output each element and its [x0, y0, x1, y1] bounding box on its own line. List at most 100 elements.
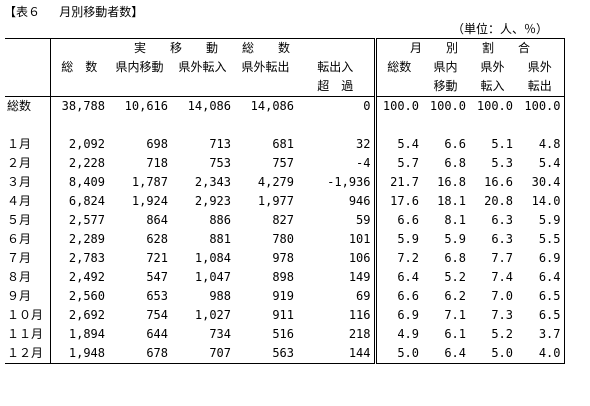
header-row-1: 総 数 県内移動 県外転入 県外転出 転出入 総数 県内 県外 県外	[5, 58, 565, 77]
table-cell: 5.2	[491, 327, 513, 341]
unit-note: （単位：人、％）	[452, 22, 549, 36]
table-cell: 718	[146, 156, 168, 170]
spacer-cell	[297, 116, 375, 135]
table-cell: 5.4	[373, 135, 422, 154]
table-cell: 6.5	[516, 306, 565, 325]
table-cell: 698	[146, 137, 168, 151]
month-row: ３月 8,409 1,787 2,343 4,279 -1,936 21.7 16.8 16.6…	[5, 173, 565, 192]
table-cell: 911	[272, 308, 294, 322]
row-label: １２月	[5, 344, 50, 364]
col-header: 県外	[480, 60, 505, 74]
table-cell: 7.2	[373, 249, 422, 268]
table-cell: 30.4	[516, 173, 565, 192]
table-cell: 2,492	[49, 268, 108, 287]
table-cell: 6.5	[516, 287, 565, 306]
col-header: 県内移動	[115, 60, 164, 74]
table-cell: 8.1	[444, 213, 466, 227]
table-cell: 5.9	[444, 232, 466, 246]
table-cell: 4.0	[516, 344, 565, 364]
col-header: 総数	[373, 58, 422, 77]
table-cell: 5.3	[491, 156, 513, 170]
table-cell: 106	[348, 251, 371, 265]
table-cell: 2,560	[49, 287, 108, 306]
table-cell: 7.7	[491, 251, 513, 265]
table-cell: 100.0	[373, 96, 422, 116]
table-cell: 6.4	[373, 268, 422, 287]
table-cell: 18.1	[437, 194, 466, 208]
month-row: １１月 1,894 644 734 516 218 4.9 6.1 5.2 3.7	[5, 325, 565, 344]
table-cell: 7.3	[491, 308, 513, 322]
table-cell: 59	[356, 213, 371, 227]
table-cell: 101	[348, 232, 371, 246]
col-header: 総 数	[49, 58, 108, 77]
table-cell: 6.9	[373, 306, 422, 325]
table-cell: 681	[272, 137, 294, 151]
table-cell: 547	[146, 270, 168, 284]
table-cell: 898	[272, 270, 294, 284]
table-cell: 2,923	[194, 194, 231, 208]
col-header-sub	[49, 77, 108, 97]
table-cell: 1,894	[49, 325, 108, 344]
col-header-sub	[108, 77, 171, 97]
col-header-sub	[234, 77, 297, 97]
table-cell: 7.0	[491, 289, 513, 303]
table-cell: 757	[272, 156, 294, 170]
table-cell: 881	[209, 232, 231, 246]
table-cell: 149	[348, 270, 371, 284]
row-label: ９月	[7, 289, 32, 303]
table-cell: 6.9	[516, 249, 565, 268]
col-header: 県内	[433, 60, 458, 74]
row-label: ４月	[7, 194, 32, 208]
table-cell: 5.2	[444, 270, 466, 284]
spacer-cell	[5, 116, 50, 135]
table-cell: 38,788	[49, 96, 108, 116]
table-cell: 5.7	[373, 154, 422, 173]
table-cell: 5.0	[469, 344, 516, 364]
table-cell: 7.1	[444, 308, 466, 322]
table-cell: 20.8	[484, 194, 513, 208]
table-cell: 16.8	[437, 175, 466, 189]
spacer-cell	[49, 116, 108, 135]
row-label: １０月	[7, 308, 44, 322]
table-cell: 2,289	[49, 230, 108, 249]
table-cell: 563	[234, 344, 297, 364]
col-header-sub: 転出	[516, 77, 565, 97]
spacer-cell	[171, 116, 234, 135]
table-cell: 14,086	[187, 99, 231, 113]
table-cell: 1,977	[257, 194, 294, 208]
table-cell: 5.5	[516, 230, 565, 249]
table-cell: 21.7	[373, 173, 422, 192]
table-cell: 516	[272, 327, 294, 341]
table-cell: 1,084	[194, 251, 231, 265]
table-cell: 218	[348, 327, 371, 341]
table-cell: 6,824	[49, 192, 108, 211]
table-cell: 16.6	[484, 175, 513, 189]
table-cell: 4.9	[373, 325, 422, 344]
table-cell: 707	[171, 344, 234, 364]
table-cell: 653	[146, 289, 168, 303]
spacer-cell	[108, 116, 171, 135]
table-cell: 6.6	[444, 137, 466, 151]
row-label: ５月	[7, 213, 32, 227]
row-label: ３月	[7, 175, 32, 189]
table-cell: 628	[146, 232, 168, 246]
table-cell: 734	[209, 327, 231, 341]
table-cell: 5.1	[491, 137, 513, 151]
table-cell: 6.4	[516, 268, 565, 287]
table-cell: 6.8	[444, 251, 466, 265]
table-cell: 3.7	[516, 325, 565, 344]
header-row-2: 超 過 移動 転入 転出	[5, 77, 565, 97]
row-label: １月	[7, 137, 32, 151]
month-row: ８月 2,492 547 1,047 898 149 6.4 5.2 7.4 6.4	[5, 268, 565, 287]
table-cell: 2,092	[49, 135, 108, 154]
table-cell: -1,936	[327, 175, 371, 189]
table-cell: 886	[209, 213, 231, 227]
table-cell: 4,279	[257, 175, 294, 189]
col-header-sub: 移動	[422, 77, 469, 97]
table-cell: 6.2	[444, 289, 466, 303]
table-cell: 144	[297, 344, 375, 364]
table-cell: 14.0	[516, 192, 565, 211]
table-cell: 14,086	[250, 99, 294, 113]
spacer-cell	[234, 116, 297, 135]
total-row: 総数 38,788 10,616 14,086 14,086 0 100.0 100.0 100…	[5, 96, 565, 116]
